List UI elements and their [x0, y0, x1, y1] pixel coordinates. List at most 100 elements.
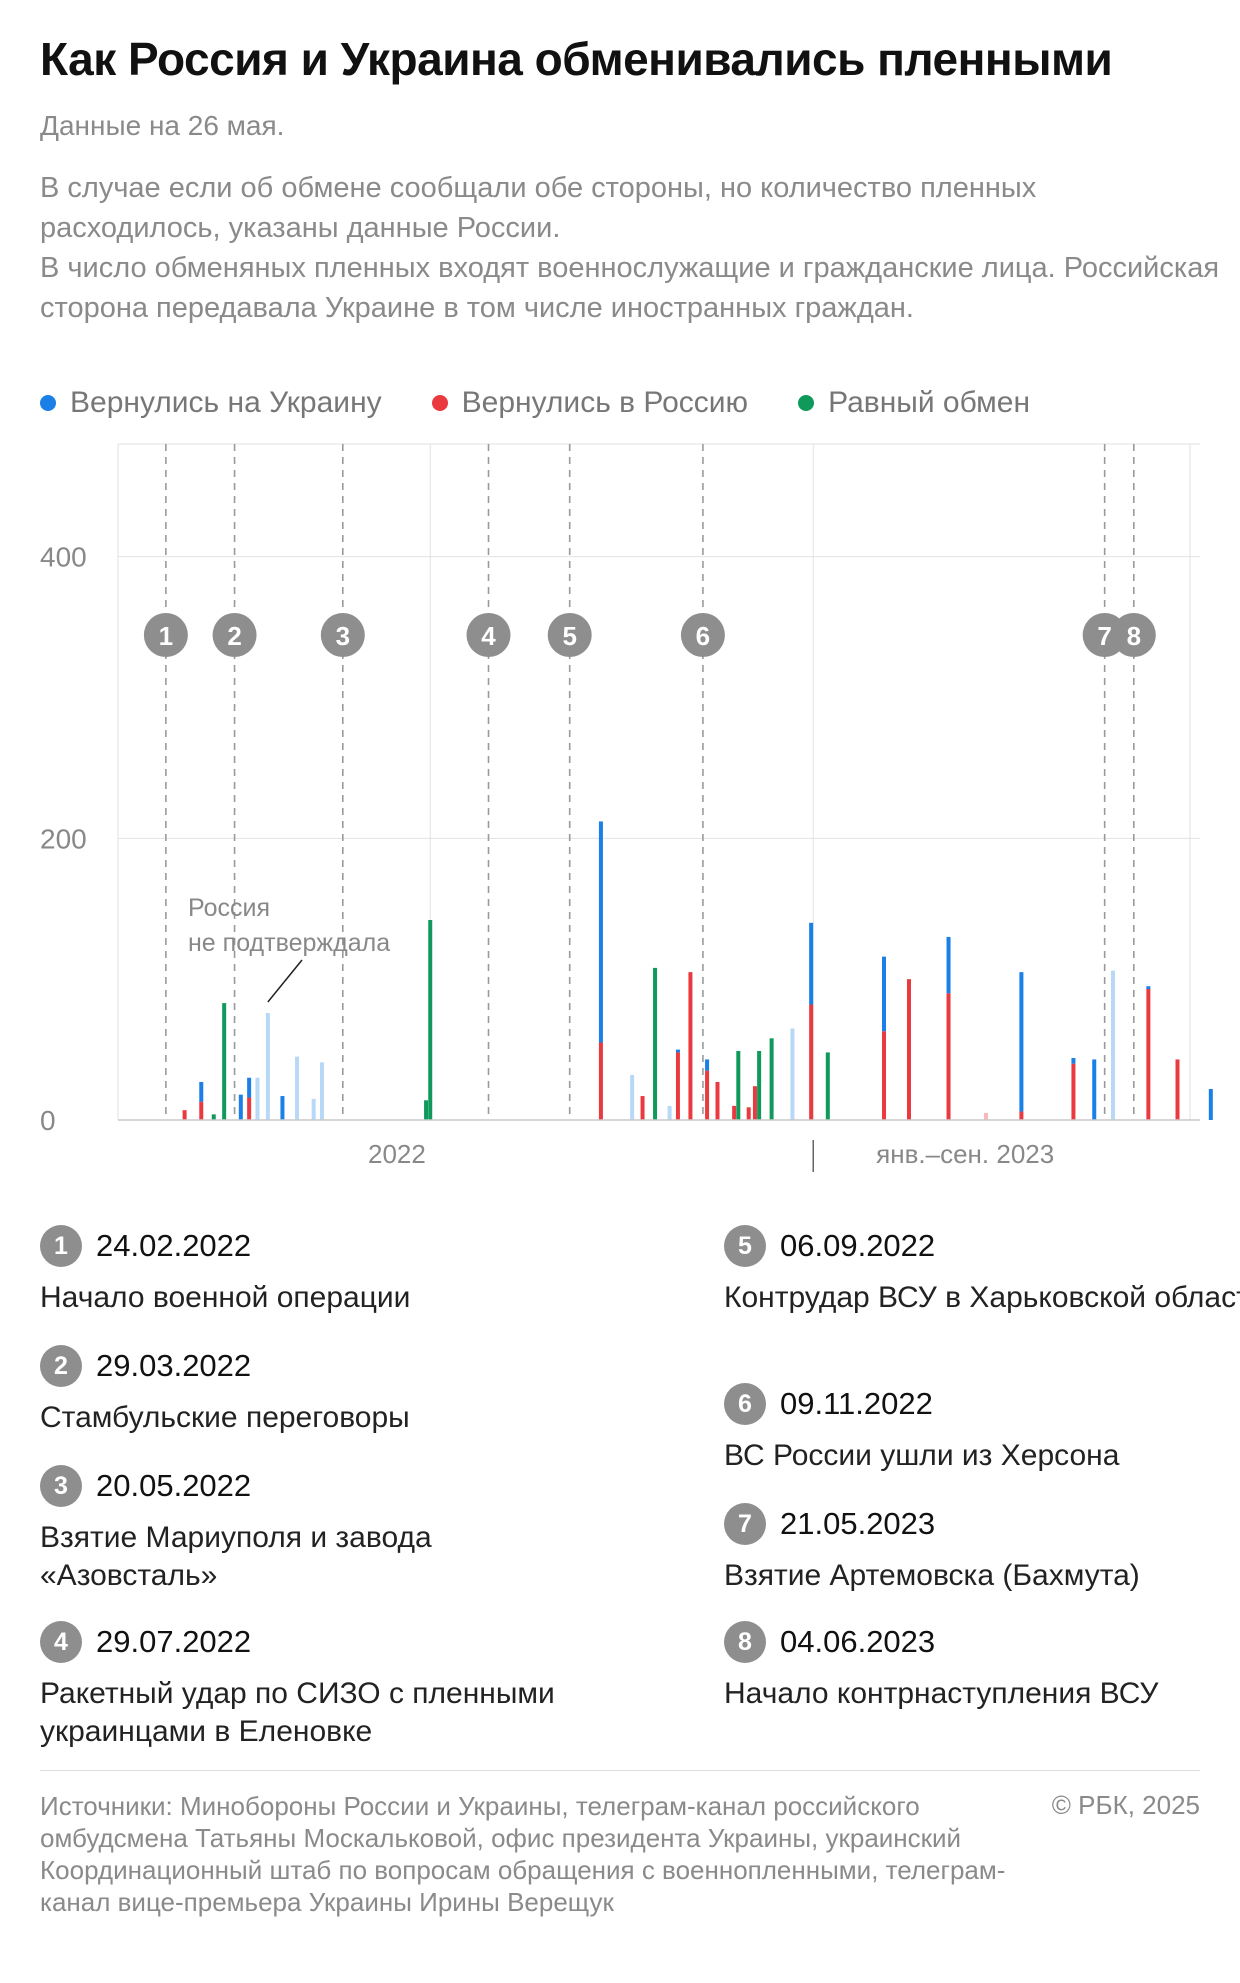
event-marker-2 — [212, 613, 257, 657]
bar-ukraine-2 — [199, 1081, 204, 1102]
legend-dot-russia — [431, 395, 448, 411]
bar-unconfirmed-10 — [295, 1056, 300, 1120]
event-marker-label-2: 2 — [227, 621, 241, 651]
bar-ukraine-15 — [598, 821, 603, 1043]
event-marker-label-8: 8 — [1127, 621, 1141, 651]
event-text-3: Взятие Мариуполя и завода «Азовсталь» — [40, 1521, 432, 1592]
event-badge-2: 2 — [40, 1345, 82, 1387]
chart-legend: Вернулись на Украину Вернулись в Россию … — [40, 386, 1030, 420]
bar-equal-28 — [757, 1050, 762, 1120]
bar-russia-6 — [247, 1097, 252, 1120]
bar-unconfirmed-7 — [255, 1077, 260, 1120]
bar-russia-35 — [946, 993, 951, 1120]
bar-ukraine-6 — [247, 1077, 252, 1098]
event-date-3: 20.05.2022 — [96, 1468, 252, 1503]
exchange-chart: 0 200 400 1 2 3 4 5 6 7 8 Россия не подтверждала 2022… — [40, 443, 1213, 1172]
event-text-6: ВС России ушли из Херсона — [724, 1439, 1120, 1472]
legend-label-ukraine: Вернулись на Украину — [70, 386, 382, 419]
event-item-8: 8 04.06.2023 Начало контрнаступления ВСУ — [724, 1621, 1240, 1713]
bar-equal-18 — [653, 967, 658, 1120]
event-marker-3 — [320, 613, 365, 657]
event-badge-7: 7 — [724, 1503, 766, 1545]
event-marker-label-7: 7 — [1097, 621, 1111, 651]
event-date-5: 06.09.2022 — [780, 1228, 936, 1263]
note-line-1: В случае если об обмене сообщали обе сто… — [40, 172, 1037, 244]
event-text-5: Контрудар ВСУ в Харьковской области — [724, 1281, 1240, 1314]
event-text-2: Стамбульские переговоры — [40, 1401, 410, 1434]
event-marker-label-4: 4 — [481, 621, 496, 651]
bar-russia-15 — [598, 1042, 603, 1120]
bar-equal-14 — [428, 920, 433, 1120]
event-text-4: Ракетный удар по СИЗО с пленными украинц… — [40, 1677, 555, 1748]
bar-ukraine-38 — [1071, 1058, 1076, 1064]
bar-russia-1 — [182, 1110, 187, 1120]
bar-russia-21 — [688, 972, 693, 1120]
bar-russia-20 — [675, 1052, 680, 1120]
bar-equal-32 — [825, 1052, 830, 1120]
event-text-7: Взятие Артемовска (Бахмута) — [724, 1559, 1140, 1592]
event-item-6: 6 09.11.2022 ВС России ушли из Херсона — [724, 1383, 1240, 1475]
methodology-note: В случае если об обмене сообщали обе сто… — [40, 168, 1220, 328]
event-item-2: 2 29.03.2022 Стамбульские переговоры — [40, 1345, 600, 1437]
legend-item-russia: Вернулись в Россию — [431, 386, 749, 420]
event-marker-label-6: 6 — [696, 621, 710, 651]
event-badge-3: 3 — [40, 1465, 82, 1507]
bar-equal-29 — [769, 1038, 774, 1120]
bar-russia-34 — [906, 979, 911, 1120]
event-badge-6: 6 — [724, 1383, 766, 1425]
bar-russia-37 — [1019, 1111, 1024, 1120]
bar-ukraine-5 — [238, 1094, 243, 1120]
bar-russia-24 — [732, 1105, 737, 1120]
event-marker-4 — [466, 613, 511, 657]
bar-unconfirmed-8 — [265, 1012, 270, 1120]
event-date-4: 29.07.2022 — [96, 1624, 252, 1659]
bar-equal-4 — [222, 1003, 227, 1120]
bar-russia-26 — [746, 1107, 751, 1120]
event-badge-8: 8 — [724, 1621, 766, 1663]
event-marker-label-3: 3 — [336, 621, 350, 651]
event-marker-label-5: 5 — [562, 621, 576, 651]
event-item-5: 5 06.09.2022 Контрудар ВСУ в Харьковской … — [724, 1225, 1240, 1317]
bar-unconfirmed-11 — [311, 1098, 316, 1120]
bar-russia-31 — [809, 1004, 814, 1120]
annotation-line-1: Россия — [188, 894, 270, 922]
event-item-1: 1 24.02.2022 Начало военной операции — [40, 1225, 600, 1317]
bar-ukraine-20 — [675, 1049, 680, 1053]
bar-russia-42 — [1175, 1059, 1180, 1120]
legend-label-equal: Равный обмен — [828, 386, 1031, 419]
bar-ukraine-41 — [1146, 986, 1151, 990]
bar-russia-2 — [199, 1101, 204, 1120]
bar-russia-22 — [705, 1070, 710, 1120]
note-line-2: В число обменяных пленных входят военнос… — [40, 252, 1220, 324]
event-item-3: 3 20.05.2022 Взятие Мариуполя и завода «А… — [40, 1465, 600, 1595]
event-marker-5 — [547, 613, 592, 657]
bar-unconfirmed-16 — [630, 1074, 635, 1120]
legend-item-equal: Равный обмен — [798, 386, 1030, 420]
annotation-line-2: не подтверждала — [188, 929, 390, 957]
bar-ukraine-35 — [946, 936, 951, 994]
legend-dot-ukraine — [40, 395, 56, 411]
bar-equal-25 — [736, 1050, 741, 1120]
bar-russia-33 — [882, 1031, 887, 1120]
footer-divider — [40, 1770, 1200, 1771]
event-date-2: 29.03.2022 — [96, 1348, 252, 1383]
event-date-6: 09.11.2022 — [780, 1386, 933, 1421]
event-marker-1 — [143, 613, 188, 657]
bar-unconfirmed-19 — [667, 1105, 672, 1120]
event-date-8: 04.06.2023 — [780, 1624, 936, 1659]
bar-ukraine-9 — [280, 1096, 285, 1120]
y-tick-label-400: 400 — [40, 542, 87, 573]
bar-ukraine-22 — [705, 1059, 710, 1071]
event-marker-label-1: 1 — [159, 621, 173, 651]
bar-russia-41 — [1146, 989, 1151, 1120]
bar-unconfirmed-30 — [790, 1028, 795, 1120]
event-badge-4: 4 — [40, 1621, 82, 1663]
x-period-label-2: янв.–сен. 2023 — [876, 1139, 1054, 1169]
bar-russia_light-36 — [984, 1112, 989, 1120]
legend-label-russia: Вернулись в Россию — [461, 386, 749, 419]
event-date-1: 24.02.2022 — [96, 1228, 252, 1263]
bar-ukraine-39 — [1092, 1059, 1097, 1120]
event-marker-8 — [1111, 613, 1156, 657]
bar-russia-17 — [640, 1096, 645, 1120]
data-date-note: Данные на 26 мая. — [40, 110, 285, 141]
